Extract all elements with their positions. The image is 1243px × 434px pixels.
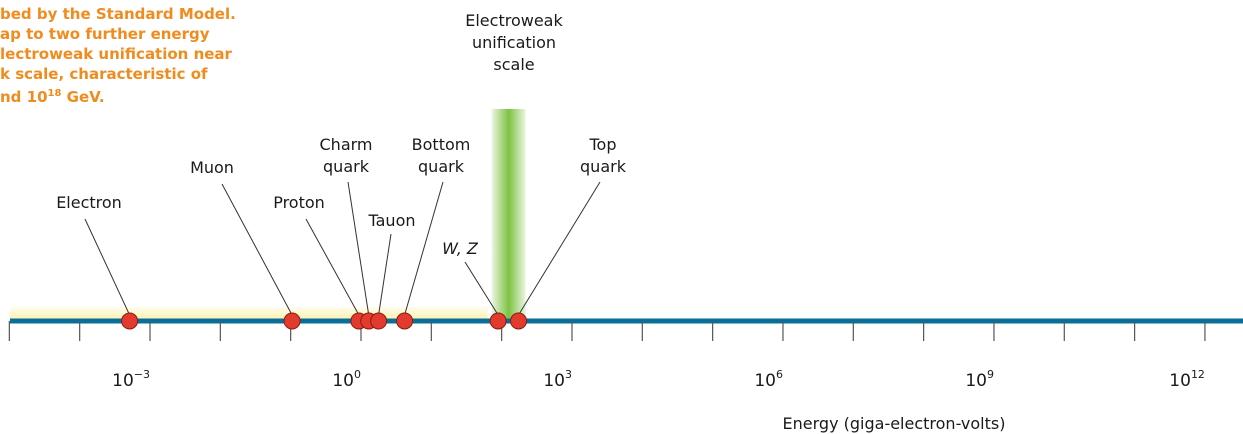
electroweak-label-text: Electroweak unification scale <box>465 11 563 74</box>
particle-markers <box>121 312 528 330</box>
caption-text: bed by the Standard Model. ap to two fur… <box>0 4 300 107</box>
particle-leader-lines <box>84 181 601 316</box>
leader-line <box>378 233 392 316</box>
tick-label: 10−3 <box>112 368 150 391</box>
caption-exponent: 18 <box>47 88 62 99</box>
particle-marker <box>489 312 507 330</box>
particle-marker <box>396 312 414 330</box>
tick-label: 103 <box>543 368 572 391</box>
tick-label: 106 <box>754 368 783 391</box>
electroweak-label: Electroweak unification scale <box>465 11 563 74</box>
particle-marker <box>283 312 301 330</box>
particle-label: W, Z <box>442 239 479 258</box>
caption-line: ap to two further energy <box>0 25 210 43</box>
particle-label: Proton <box>273 193 325 212</box>
tick-label: 1012 <box>1169 368 1205 391</box>
electroweak-band <box>491 109 526 321</box>
particle-label: Charm quark <box>320 135 373 176</box>
leader-line <box>464 261 499 316</box>
caption-line: lectroweak unification near <box>0 45 232 63</box>
leader-line <box>404 181 444 316</box>
caption-line: bed by the Standard Model. <box>0 5 236 23</box>
particle-marker <box>121 312 139 330</box>
particle-label: Electron <box>56 193 122 212</box>
leader-line <box>221 183 293 316</box>
tick-label: 109 <box>965 368 994 391</box>
axis-ticks <box>8 321 1206 341</box>
caption-line: k scale, characteristic of <box>0 65 208 83</box>
tick-label: 100 <box>332 368 361 391</box>
axis-tick-labels: 10−3 100 103 106 109 1012 <box>112 368 1205 391</box>
particle-marker <box>510 312 528 330</box>
particle-labels: Electron Muon Proton Charm quark Tauon Bottom q… <box>56 135 627 258</box>
leader-line <box>518 181 601 316</box>
leader-line <box>305 218 360 316</box>
leader-line <box>347 181 370 316</box>
axis-title: Energy (giga-electron-volts) <box>783 414 1006 433</box>
particle-label: Tauon <box>368 211 416 230</box>
particle-label: Bottom quark <box>412 135 471 176</box>
leader-line <box>84 218 131 316</box>
caption-line: nd 1018 GeV. <box>0 88 105 106</box>
particle-label: Top quark <box>580 135 627 176</box>
particle-marker <box>370 312 388 330</box>
particle-label: Muon <box>190 158 234 177</box>
